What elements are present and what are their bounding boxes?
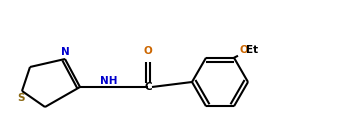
Text: O: O [239, 45, 248, 55]
Text: C: C [144, 82, 152, 92]
Text: S: S [17, 93, 25, 103]
Text: NH: NH [100, 76, 118, 86]
Text: Et: Et [246, 45, 258, 55]
Text: O: O [144, 46, 152, 56]
Text: N: N [61, 47, 69, 57]
